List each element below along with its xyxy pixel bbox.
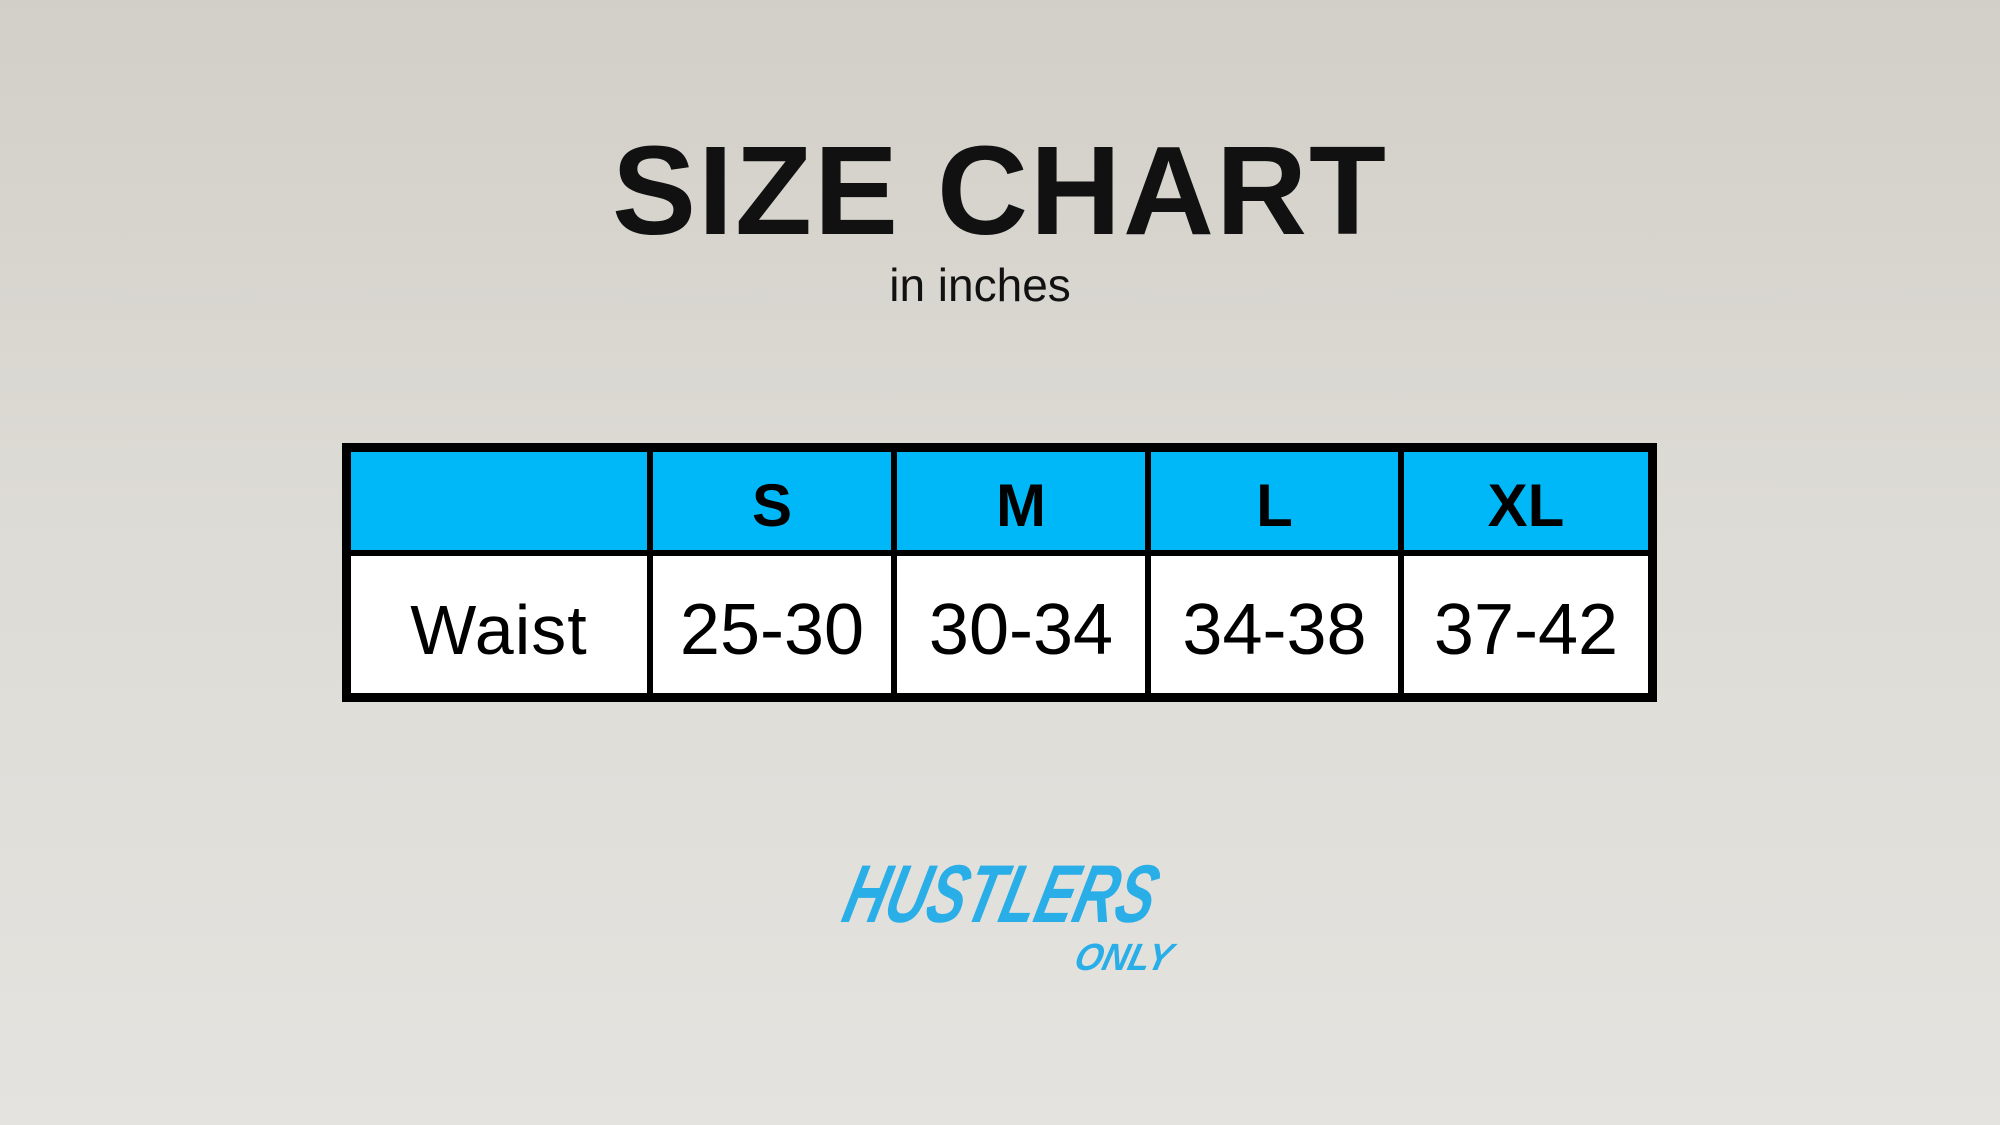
waist-xl-value: 37-42: [1404, 556, 1648, 693]
waist-s-value: 25-30: [653, 556, 891, 693]
waist-l-value: 34-38: [1151, 556, 1398, 693]
logo-main-text: HUSTLERS: [835, 848, 1168, 940]
header-cell-l: L: [1151, 452, 1398, 550]
hustlers-only-logo: HUSTLERS ONLY: [835, 848, 1180, 979]
header-cell-m: M: [897, 452, 1145, 550]
size-chart-table: S M L XL Waist 25-30 30-34 34-38 37-42: [342, 443, 1657, 702]
row-label-waist: Waist: [351, 556, 647, 693]
logo-sub-text: ONLY: [1070, 937, 1180, 979]
header-cell-s: S: [653, 452, 891, 550]
header-cell-xl: XL: [1404, 452, 1648, 550]
waist-m-value: 30-34: [897, 556, 1145, 693]
page-title: SIZE CHART: [612, 120, 1388, 261]
header-cell-empty: [351, 452, 647, 550]
page-subtitle: in inches: [889, 259, 1071, 311]
